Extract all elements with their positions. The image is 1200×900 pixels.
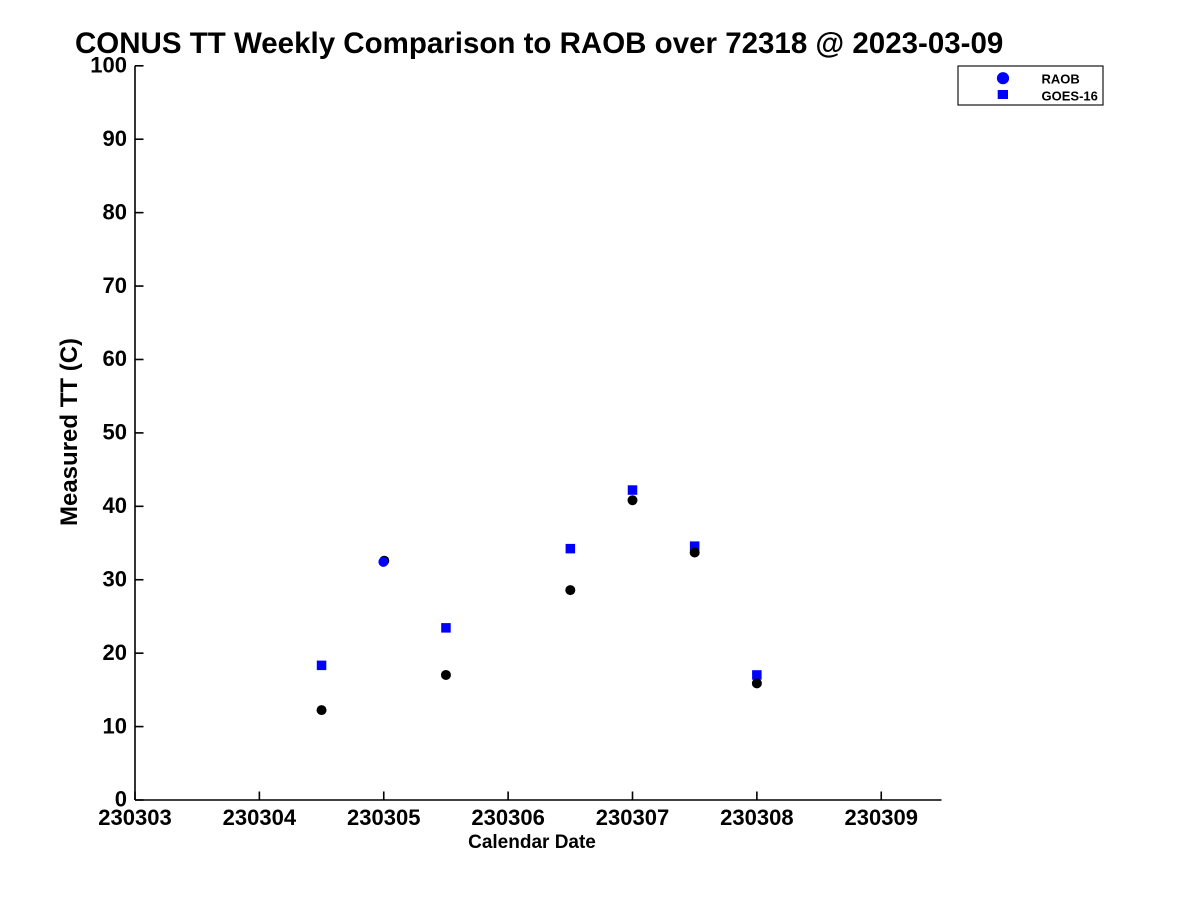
- svg-text:10: 10: [103, 713, 127, 738]
- svg-text:230305: 230305: [347, 805, 420, 830]
- svg-text:230306: 230306: [471, 805, 544, 830]
- svg-text:Calendar Date: Calendar Date: [468, 832, 596, 853]
- svg-text:30: 30: [103, 566, 127, 591]
- svg-text:GOES-16: GOES-16: [1042, 89, 1098, 104]
- svg-text:20: 20: [103, 640, 127, 665]
- svg-text:60: 60: [103, 346, 127, 371]
- svg-text:230304: 230304: [223, 805, 297, 830]
- svg-text:40: 40: [103, 493, 127, 518]
- svg-text:230308: 230308: [720, 805, 793, 830]
- svg-text:50: 50: [103, 420, 127, 445]
- svg-text:RAOB: RAOB: [1042, 72, 1080, 87]
- svg-text:230307: 230307: [596, 805, 669, 830]
- svg-text:90: 90: [103, 126, 127, 151]
- svg-text:Measured TT (C): Measured TT (C): [56, 338, 83, 526]
- svg-text:70: 70: [103, 273, 127, 298]
- svg-text:230309: 230309: [845, 805, 918, 830]
- svg-text:230303: 230303: [98, 805, 171, 830]
- svg-text:80: 80: [103, 199, 127, 224]
- svg-text:100: 100: [90, 53, 127, 78]
